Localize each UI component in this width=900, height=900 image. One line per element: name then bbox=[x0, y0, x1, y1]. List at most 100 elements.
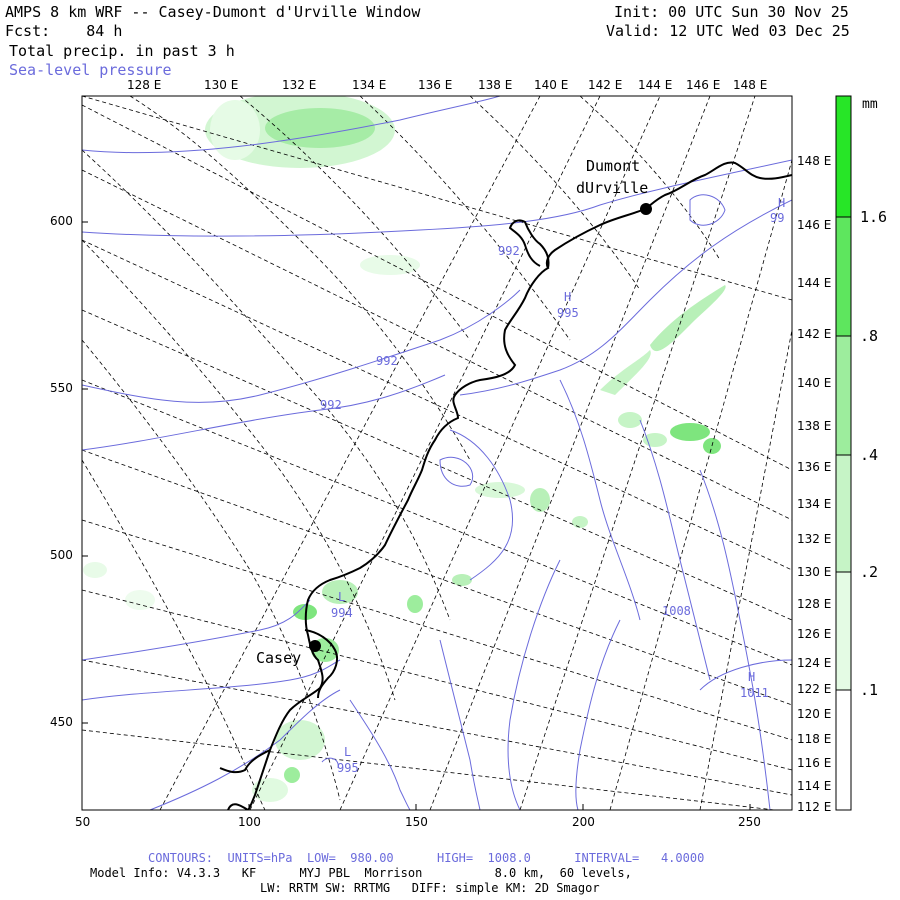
plot-frame bbox=[81, 95, 793, 811]
colorbar-unit: mm bbox=[862, 97, 878, 112]
colorbar-level: .8 bbox=[860, 327, 879, 345]
top-lon-label: 146 E bbox=[686, 78, 721, 92]
isobar-label: 992 bbox=[320, 398, 342, 412]
right-lon-label: 112 E bbox=[797, 800, 832, 814]
isobar-label: 1008 bbox=[662, 604, 691, 618]
right-lon-label: 138 E bbox=[797, 419, 832, 433]
axis-ticks bbox=[81, 221, 751, 810]
precip-area bbox=[643, 433, 667, 447]
right-lon-label: 124 E bbox=[797, 656, 832, 670]
precip-area bbox=[407, 595, 423, 613]
colorbar bbox=[835, 95, 852, 811]
colorbar-level: .2 bbox=[860, 563, 879, 581]
precip-area bbox=[322, 580, 358, 604]
right-lon-label: 116 E bbox=[797, 756, 832, 770]
colorbar-bin-6 bbox=[835, 95, 852, 218]
y-axis-label: 550 bbox=[50, 381, 73, 395]
contour-info: CONTOURS: UNITS=hPa LOW= 980.00 HIGH= 10… bbox=[148, 851, 705, 865]
right-lon-label: 132 E bbox=[797, 532, 832, 546]
precip-area bbox=[530, 488, 550, 512]
top-lon-label: 136 E bbox=[418, 78, 453, 92]
colorbar-bin-5 bbox=[835, 216, 852, 337]
colorbar-bin-2 bbox=[835, 571, 852, 691]
precip-area bbox=[83, 562, 107, 578]
right-lon-label: 114 E bbox=[797, 779, 832, 793]
right-lon-label: 144 E bbox=[797, 276, 832, 290]
top-lon-label: 134 E bbox=[352, 78, 387, 92]
chart-title: AMPS 8 km WRF -- Casey-Dumont d'Urville … bbox=[5, 3, 421, 21]
precip-area bbox=[618, 412, 642, 428]
casey-label: Casey bbox=[256, 649, 302, 667]
top-lon-label: 132 E bbox=[282, 78, 317, 92]
colorbar-level: .1 bbox=[860, 681, 879, 699]
casey-station-marker[interactable] bbox=[309, 640, 321, 652]
precip-area bbox=[275, 720, 325, 760]
top-lon-label: 140 E bbox=[534, 78, 569, 92]
high-center-label: H bbox=[778, 196, 786, 210]
top-lon-label: 142 E bbox=[588, 78, 623, 92]
high-center-label: H bbox=[564, 290, 572, 304]
precip-area bbox=[125, 590, 155, 610]
isobar-label: 995 bbox=[557, 306, 579, 320]
x-axis-label: 250 bbox=[738, 815, 761, 829]
field-name: Total precip. in past 3 h bbox=[9, 42, 235, 60]
precip-area bbox=[360, 255, 420, 275]
valid-time: Valid: 12 UTC Wed 03 Dec 25 bbox=[606, 22, 850, 40]
top-lon-label: 130 E bbox=[204, 78, 239, 92]
isobar-label: 992 bbox=[376, 354, 398, 368]
y-axis-label: 450 bbox=[50, 715, 73, 729]
low-center-label: L bbox=[344, 745, 352, 759]
x-axis-label: 150 bbox=[405, 815, 428, 829]
precip-area bbox=[670, 423, 710, 441]
isobar-label: 995 bbox=[337, 761, 359, 775]
x-axis-label: 100 bbox=[238, 815, 261, 829]
right-lon-label: 146 E bbox=[797, 218, 832, 232]
isobars bbox=[82, 96, 792, 810]
physics-info: LW: RRTM SW: RRTMG DIFF: simple KM: 2D S… bbox=[260, 881, 600, 895]
top-lon-label: 128 E bbox=[127, 78, 162, 92]
high-center-label: H bbox=[748, 670, 756, 684]
precip-area bbox=[265, 108, 375, 148]
precip-area bbox=[452, 574, 472, 586]
colorbar-bin-4 bbox=[835, 335, 852, 456]
y-axis-label: 600 bbox=[50, 214, 73, 228]
durville-label: dUrville bbox=[576, 179, 649, 197]
isobar-label: 1011 bbox=[740, 686, 769, 700]
colorbar-bin-3 bbox=[835, 454, 852, 573]
right-lon-label: 148 E bbox=[797, 154, 832, 168]
init-time: Init: 00 UTC Sun 30 Nov 25 bbox=[614, 3, 849, 21]
low-center-label: L bbox=[338, 590, 346, 604]
right-lon-label: 134 E bbox=[797, 497, 832, 511]
latlon-grid bbox=[82, 96, 792, 810]
right-lon-label: 118 E bbox=[797, 732, 832, 746]
right-lon-label: 142 E bbox=[797, 327, 832, 341]
dumont-label: Dumont bbox=[586, 157, 641, 175]
right-lon-label: 136 E bbox=[797, 460, 832, 474]
precip-area bbox=[572, 516, 588, 528]
right-lon-label: 126 E bbox=[797, 627, 832, 641]
precip-area bbox=[284, 767, 300, 783]
x-axis-label: 200 bbox=[572, 815, 595, 829]
top-lon-label: 148 E bbox=[733, 78, 768, 92]
precip-area bbox=[475, 482, 525, 498]
dumont-durville-station-marker[interactable] bbox=[640, 203, 652, 215]
isobar-label: 99 bbox=[770, 211, 785, 225]
right-lon-label: 128 E bbox=[797, 597, 832, 611]
colorbar-bin-1 bbox=[835, 689, 852, 811]
precip-area bbox=[252, 778, 288, 802]
colorbar-level: .4 bbox=[860, 446, 879, 464]
y-axis-label: 500 bbox=[50, 548, 73, 562]
precip-area bbox=[210, 100, 260, 160]
model-info: Model Info: V4.3.3 KF MYJ PBL Morrison 8… bbox=[90, 866, 632, 880]
isobar-label: 992 bbox=[498, 244, 520, 258]
right-lon-label: 120 E bbox=[797, 707, 832, 721]
isobar-label: 994 bbox=[331, 606, 353, 620]
top-lon-label: 144 E bbox=[638, 78, 673, 92]
precip-area bbox=[650, 285, 726, 352]
top-lon-label: 138 E bbox=[478, 78, 513, 92]
right-lon-label: 140 E bbox=[797, 376, 832, 390]
overlay-name: Sea-level pressure bbox=[9, 61, 172, 79]
forecast-hour: Fcst: 84 h bbox=[5, 22, 123, 40]
colorbar-level: 1.6 bbox=[860, 208, 888, 226]
